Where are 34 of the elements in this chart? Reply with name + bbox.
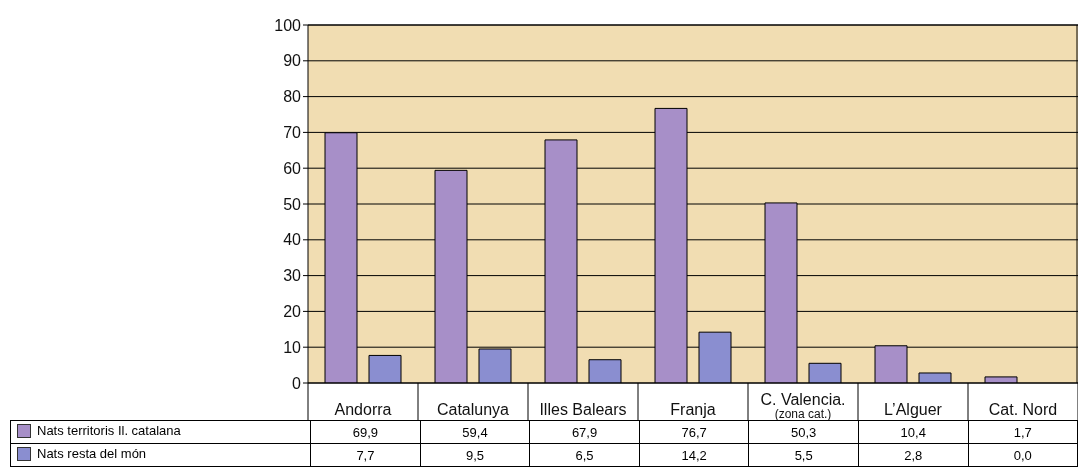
x-tick-label: L’Alguer (884, 401, 943, 418)
data-label: 50,3 (748, 420, 859, 444)
y-tick-label: 90 (283, 52, 302, 70)
x-tick-label: Catalunya (436, 401, 510, 418)
y-tick-label: 80 (283, 88, 302, 106)
data-label: 67,9 (529, 420, 640, 444)
x-tick-label: Illes Balears (539, 401, 627, 418)
data-label: 6,5 (529, 443, 640, 467)
data-label: 10,4 (858, 420, 969, 444)
data-label: 9,5 (420, 443, 530, 467)
y-tick-label: 70 (283, 124, 302, 142)
data-label: 76,7 (639, 420, 749, 444)
legend-label: Nats resta del món (37, 446, 147, 462)
y-tick-label: 0 (292, 374, 302, 392)
data-label: 7,7 (310, 443, 421, 467)
y-tick-label: 20 (283, 303, 302, 321)
data-label: 1,7 (968, 420, 1078, 444)
x-tick-label: C. Valencia. (zona cat.) (760, 391, 846, 421)
y-tick-label: 60 (283, 159, 302, 177)
y-tick-label: 100 (274, 16, 302, 34)
data-label: 59,4 (420, 420, 530, 444)
y-tick-label: 30 (283, 267, 302, 285)
data-label: 2,8 (858, 443, 969, 467)
x-tick-label: Andorra (334, 401, 392, 418)
x-tick-label: Franja (670, 401, 716, 418)
legend-label: Nats territoris Il. catalana (37, 423, 181, 439)
data-label: 14,2 (639, 443, 749, 467)
y-tick-label: 40 (283, 231, 302, 249)
data-label: 5,5 (748, 443, 859, 467)
y-tick-label: 50 (283, 195, 302, 213)
x-tick-label: Cat. Nord (988, 401, 1058, 418)
data-label: 69,9 (310, 420, 421, 444)
y-tick-label: 10 (283, 338, 302, 356)
data-label: 0,0 (968, 443, 1078, 467)
